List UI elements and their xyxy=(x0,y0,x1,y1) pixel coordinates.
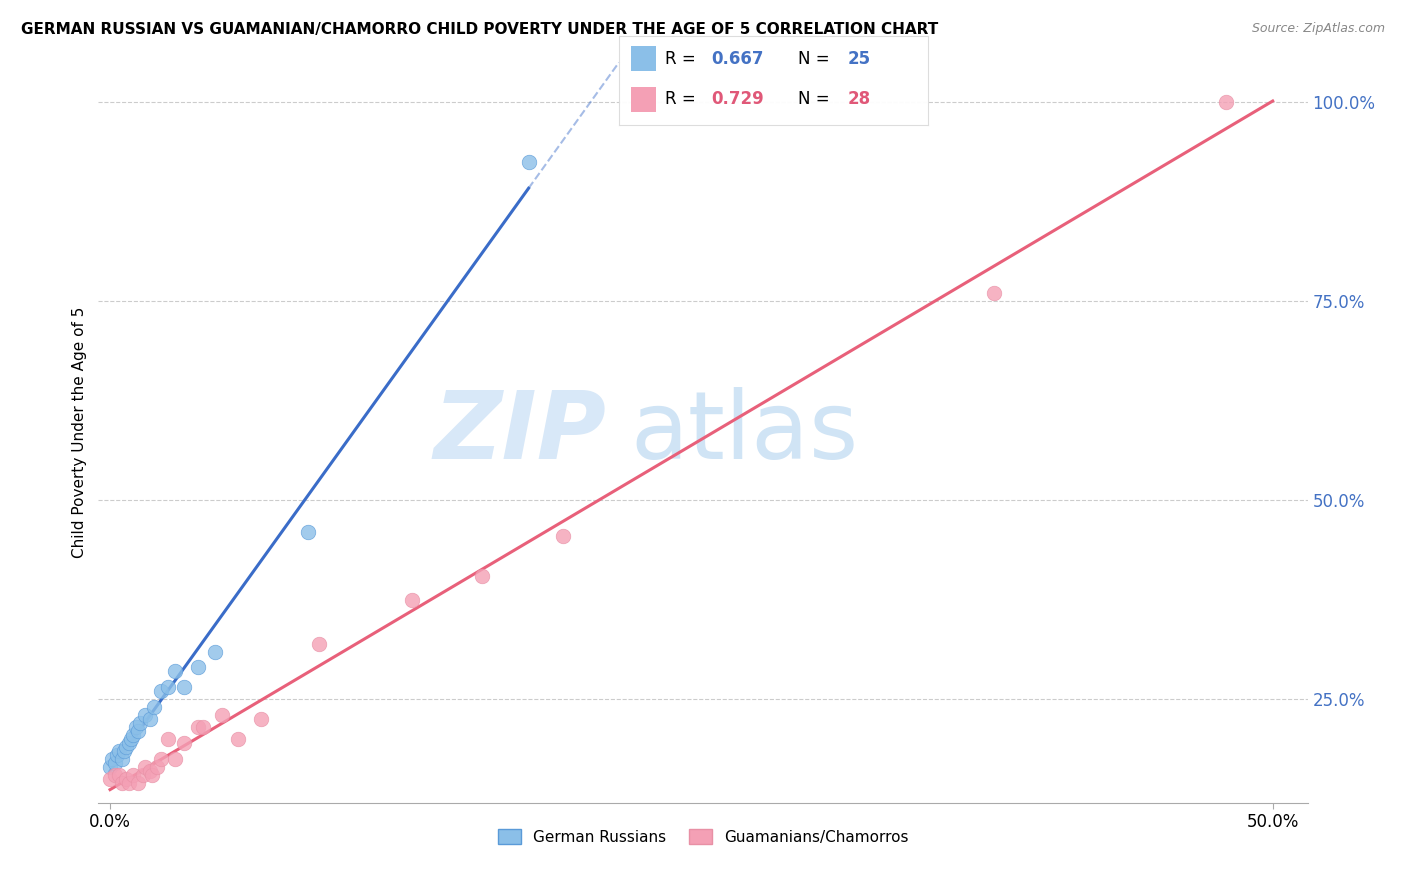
Point xyxy=(173,681,195,695)
Point xyxy=(138,764,160,778)
Point xyxy=(108,768,131,782)
Point xyxy=(250,712,273,726)
Text: 0.729: 0.729 xyxy=(711,90,765,108)
Point xyxy=(211,708,233,723)
Point xyxy=(191,720,214,734)
Text: 28: 28 xyxy=(848,90,870,108)
Text: R =: R = xyxy=(665,50,702,68)
Point xyxy=(104,756,127,770)
Point xyxy=(150,752,173,766)
Text: ZIP: ZIP xyxy=(433,386,606,479)
Point xyxy=(118,736,141,750)
Point xyxy=(517,155,540,169)
Point xyxy=(115,772,138,786)
Point xyxy=(105,747,128,762)
Point xyxy=(401,592,423,607)
Point xyxy=(471,569,494,583)
Point xyxy=(145,760,167,774)
Text: R =: R = xyxy=(665,90,702,108)
Point xyxy=(165,665,187,679)
Point xyxy=(111,776,134,790)
Point xyxy=(127,724,149,739)
Point xyxy=(122,768,145,782)
Point xyxy=(112,744,135,758)
Text: N =: N = xyxy=(799,50,835,68)
Point xyxy=(129,716,152,731)
Point xyxy=(204,644,226,658)
Point xyxy=(143,700,166,714)
Point xyxy=(134,708,156,723)
Point xyxy=(127,776,149,790)
Point xyxy=(120,732,142,747)
Point xyxy=(187,720,209,734)
Point xyxy=(1215,95,1237,110)
Point xyxy=(118,776,141,790)
Point xyxy=(553,529,575,543)
Point xyxy=(226,732,249,747)
Point xyxy=(108,744,131,758)
Text: atlas: atlas xyxy=(630,386,859,479)
Point xyxy=(124,720,146,734)
Text: 25: 25 xyxy=(848,50,870,68)
Point xyxy=(141,768,163,782)
Point xyxy=(115,740,138,755)
Point xyxy=(173,736,195,750)
Point xyxy=(111,752,134,766)
Point xyxy=(297,525,319,540)
Bar xyxy=(631,46,655,71)
Text: 0.667: 0.667 xyxy=(711,50,763,68)
Point xyxy=(98,760,121,774)
Bar xyxy=(631,87,655,112)
Point xyxy=(165,752,187,766)
Point xyxy=(104,768,127,782)
Point xyxy=(308,637,330,651)
Point xyxy=(187,660,209,674)
Point xyxy=(131,768,153,782)
Point xyxy=(101,752,124,766)
Point xyxy=(134,760,156,774)
Point xyxy=(138,712,160,726)
Point xyxy=(157,681,180,695)
Legend: German Russians, Guamanians/Chamorros: German Russians, Guamanians/Chamorros xyxy=(492,822,914,851)
Point xyxy=(983,286,1005,301)
Text: Source: ZipAtlas.com: Source: ZipAtlas.com xyxy=(1251,22,1385,36)
Text: N =: N = xyxy=(799,90,835,108)
Y-axis label: Child Poverty Under the Age of 5: Child Poverty Under the Age of 5 xyxy=(72,307,87,558)
Text: GERMAN RUSSIAN VS GUAMANIAN/CHAMORRO CHILD POVERTY UNDER THE AGE OF 5 CORRELATIO: GERMAN RUSSIAN VS GUAMANIAN/CHAMORRO CHI… xyxy=(21,22,938,37)
Point xyxy=(157,732,180,747)
Point xyxy=(98,772,121,786)
Point xyxy=(150,684,173,698)
Point xyxy=(122,728,145,742)
